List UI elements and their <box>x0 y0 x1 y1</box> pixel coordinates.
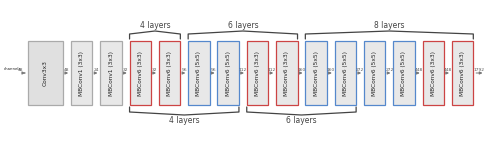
Text: 160: 160 <box>298 68 306 72</box>
Text: MBConv1 (3x3): MBConv1 (3x3) <box>79 51 84 95</box>
Text: 272: 272 <box>385 68 394 72</box>
Bar <box>422 41 444 105</box>
Text: 48: 48 <box>18 68 24 72</box>
Text: 6 layers: 6 layers <box>286 116 317 125</box>
Text: 112: 112 <box>238 68 247 72</box>
Text: channels: channels <box>4 67 21 71</box>
Text: 4 layers: 4 layers <box>140 21 170 30</box>
Bar <box>393 41 414 105</box>
Bar <box>188 41 210 105</box>
Text: MBConv6 (5x5): MBConv6 (5x5) <box>196 51 202 95</box>
Text: MBConv6 (3x3): MBConv6 (3x3) <box>138 51 143 95</box>
Text: Conv3x3: Conv3x3 <box>43 60 48 86</box>
Bar <box>218 41 239 105</box>
Text: 4 layers: 4 layers <box>169 116 200 125</box>
Text: MBConv6 (5x5): MBConv6 (5x5) <box>372 51 377 95</box>
Bar <box>71 41 92 105</box>
Text: 48: 48 <box>64 68 70 72</box>
Text: MBConv6 (3x3): MBConv6 (3x3) <box>431 51 436 95</box>
Bar <box>28 41 63 105</box>
Bar <box>247 41 268 105</box>
Bar <box>100 41 122 105</box>
Text: 6 layers: 6 layers <box>228 21 258 30</box>
Text: MBConv6 (5x5): MBConv6 (5x5) <box>343 51 348 95</box>
Bar <box>130 41 151 105</box>
Text: 112: 112 <box>268 68 276 72</box>
Text: 272: 272 <box>356 68 364 72</box>
Text: 32: 32 <box>152 68 158 72</box>
Bar <box>159 41 180 105</box>
Bar <box>276 41 297 105</box>
Text: MBConv6 (5x5): MBConv6 (5x5) <box>226 51 230 95</box>
Text: MBConv6 (3x3): MBConv6 (3x3) <box>460 51 465 95</box>
Text: 160: 160 <box>326 68 335 72</box>
Text: 32: 32 <box>123 68 128 72</box>
Text: 56: 56 <box>182 68 187 72</box>
Bar <box>364 41 386 105</box>
Text: MBConv6 (5x5): MBConv6 (5x5) <box>402 51 406 95</box>
Text: 24: 24 <box>94 68 99 72</box>
Text: 1792: 1792 <box>474 68 485 72</box>
Text: MBConv6 (5x5): MBConv6 (5x5) <box>314 51 318 95</box>
Bar <box>306 41 327 105</box>
Text: 8 layers: 8 layers <box>374 21 404 30</box>
Text: 448: 448 <box>444 68 452 72</box>
Text: MBConv6 (3x3): MBConv6 (3x3) <box>167 51 172 95</box>
Text: MBConv6 (3x3): MBConv6 (3x3) <box>284 51 290 95</box>
Text: 56: 56 <box>210 68 216 72</box>
Bar <box>452 41 473 105</box>
Bar <box>334 41 356 105</box>
Text: MBConv1 (3x3): MBConv1 (3x3) <box>108 51 114 95</box>
Text: MBConv6 (3x3): MBConv6 (3x3) <box>255 51 260 95</box>
Text: 448: 448 <box>414 68 423 72</box>
